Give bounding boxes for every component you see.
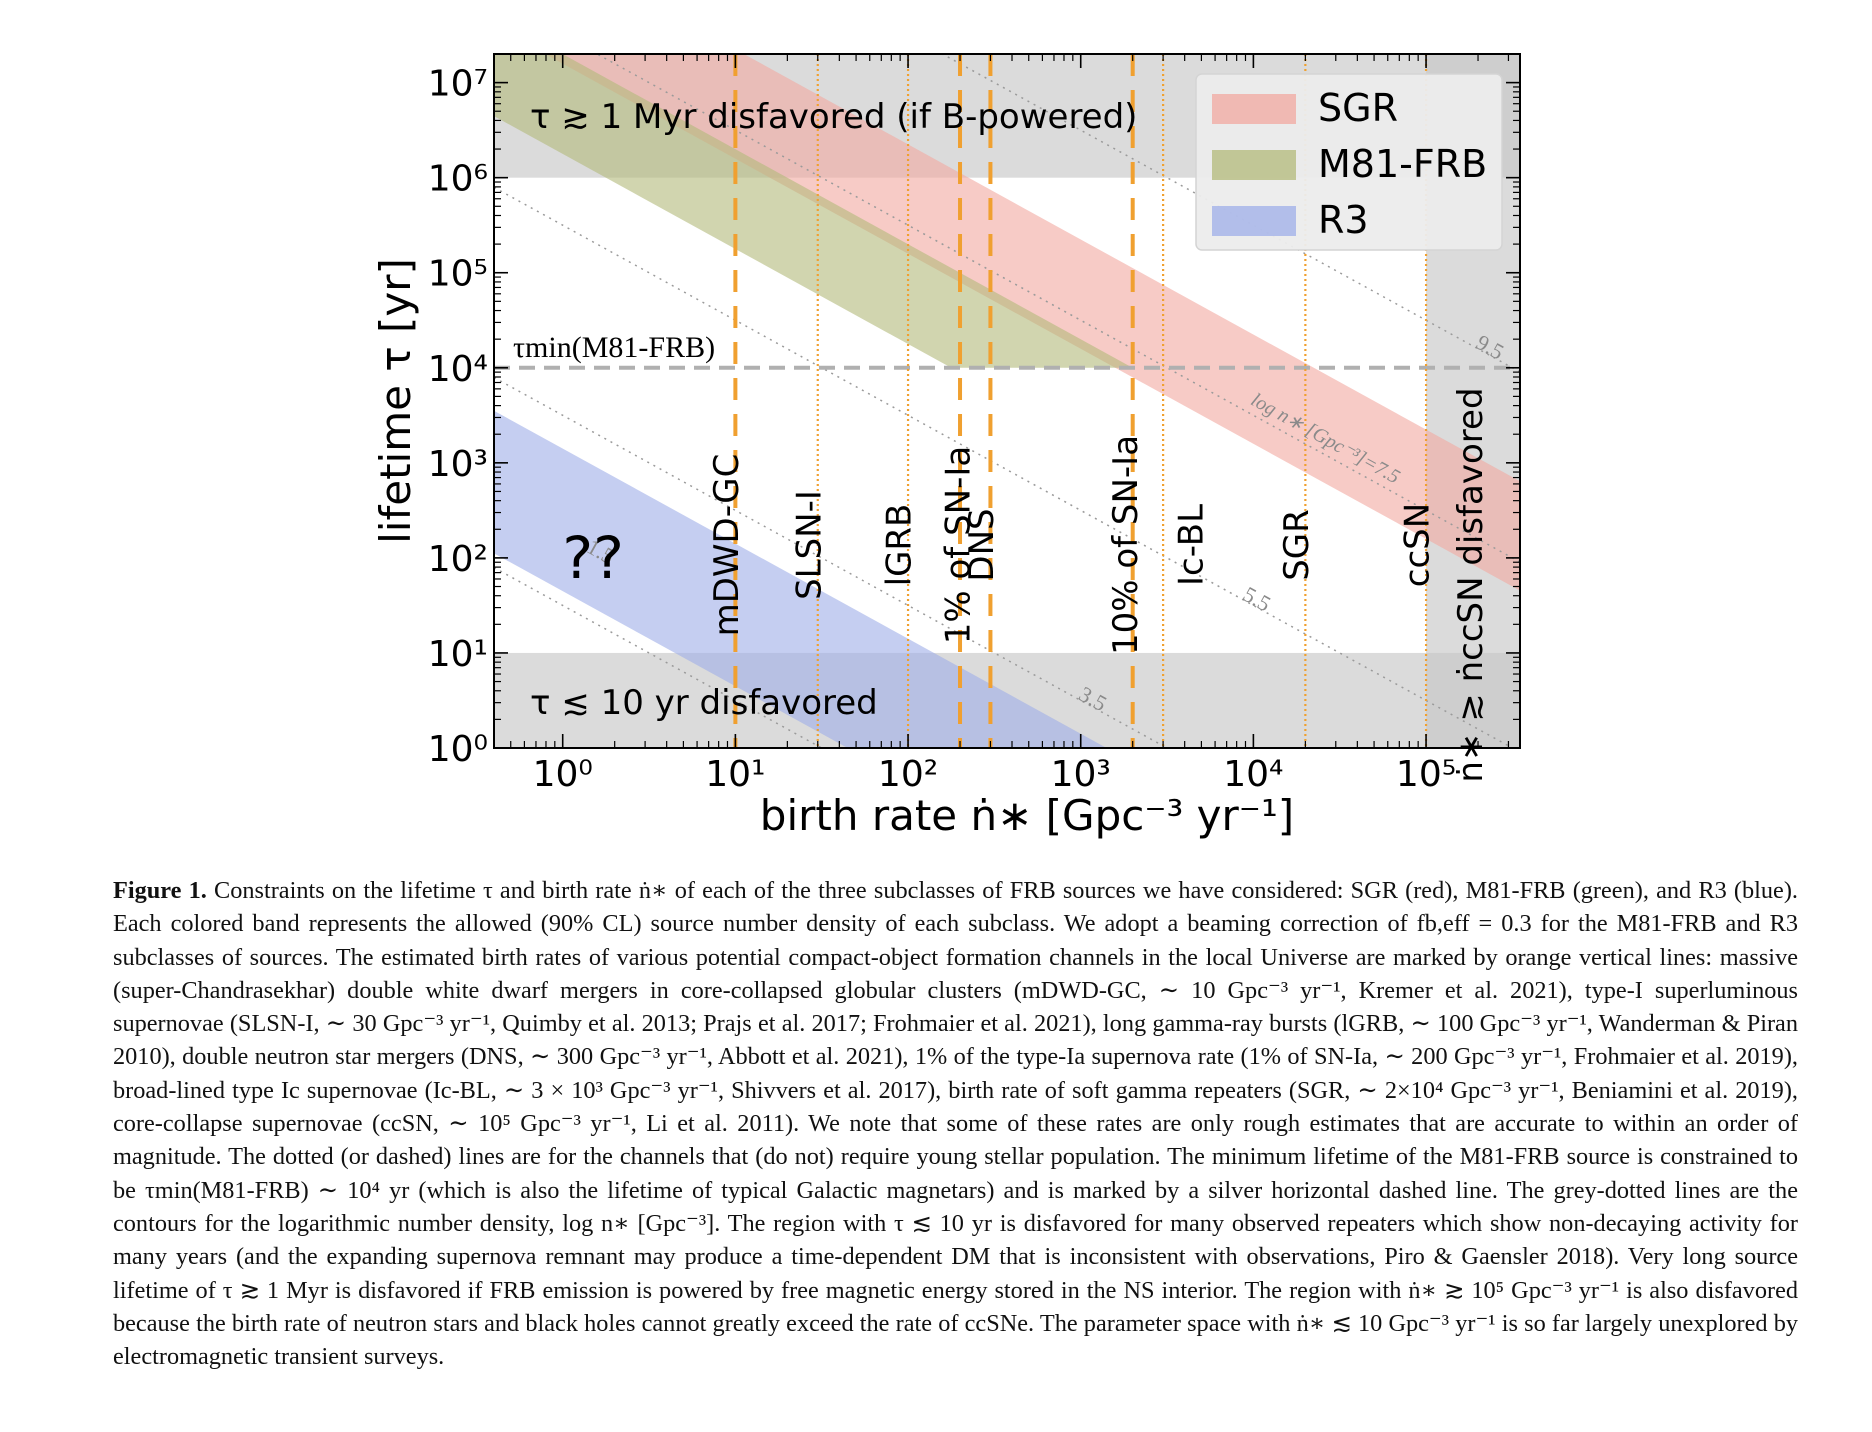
rate-line-label: Ic-BL	[1172, 504, 1212, 586]
y-tick-label: 10⁰	[428, 729, 488, 770]
y-tick-label: 10⁷	[428, 64, 488, 105]
contour-label: 5.5	[1239, 581, 1275, 616]
rate-line-label: 1% of SN-Ia	[939, 446, 979, 644]
x-tick-label: 10⁰	[533, 754, 593, 795]
y-tick-label: 10⁶	[428, 159, 488, 200]
x-tick-label: 10²	[878, 754, 938, 795]
y-tick-label: 10⁴	[428, 349, 488, 390]
region-label-top: τ ≳ 1 Myr disfavored (if B-powered)	[530, 97, 1137, 137]
legend-label: M81-FRB	[1318, 142, 1487, 186]
y-axis-label: lifetime τ [yr]	[371, 258, 420, 544]
rate-line-label: ccSN	[1398, 503, 1438, 587]
rate-line-label: lGRB	[880, 504, 920, 587]
rate-line-label: SGR	[1277, 509, 1317, 581]
band-m81-frb	[494, 54, 1133, 368]
rate-line-label: DNS	[962, 508, 1002, 581]
legend-label: R3	[1318, 198, 1369, 242]
x-tick-label: 10⁵	[1396, 754, 1456, 795]
band-r3	[494, 410, 1107, 748]
legend-label: SGR	[1318, 86, 1398, 130]
y-tick-label: 10⁵	[428, 254, 488, 295]
legend-swatch	[1212, 94, 1296, 124]
figure-caption: Figure 1. Constraints on the lifetime τ …	[113, 874, 1798, 1373]
region-label-right: ṅ∗ ≳ ṅccSN disfavored	[1451, 387, 1491, 782]
figure-label: Figure 1.	[113, 877, 207, 904]
y-tick-label: 10²	[428, 539, 488, 580]
rate-line-label: mDWD-GC	[707, 454, 747, 637]
y-tick-label: 10³	[428, 444, 488, 485]
x-tick-label: 10³	[1051, 754, 1111, 795]
y-tick-label: 10¹	[428, 634, 488, 675]
region-label-bottom: τ ≲ 10 yr disfavored	[530, 683, 878, 723]
x-axis-label: birth rate ṅ∗ [Gpc⁻³ yr⁻¹]	[760, 791, 1294, 840]
tau-min-label: τmin(M81-FRB)	[513, 331, 715, 364]
rate-line-label: 10% of SN-Ia	[1106, 435, 1146, 655]
x-tick-label: 10⁴	[1223, 754, 1283, 795]
legend-swatch	[1212, 206, 1296, 236]
plot-frame	[493, 53, 1521, 749]
rate-line-label: SLSN-I	[789, 490, 829, 600]
legend-swatch	[1212, 150, 1296, 180]
caption-text: Constraints on the lifetime τ and birth …	[113, 877, 1798, 1371]
unexplored-annotation: ??	[562, 524, 624, 592]
x-tick-label: 10¹	[705, 754, 765, 795]
